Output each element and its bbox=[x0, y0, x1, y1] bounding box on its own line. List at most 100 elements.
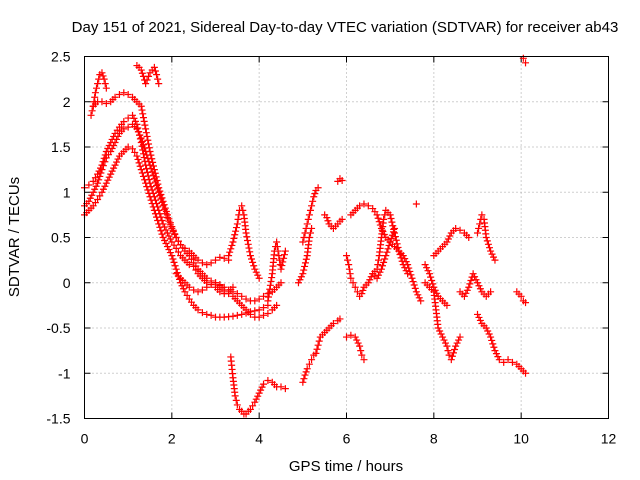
data-point bbox=[143, 183, 151, 191]
data-point bbox=[142, 129, 150, 137]
data-point bbox=[139, 141, 147, 149]
data-point bbox=[111, 138, 119, 146]
series-arc-18 bbox=[343, 331, 368, 364]
x-axis-title: GPS time / hours bbox=[289, 458, 403, 475]
data-point bbox=[207, 311, 215, 319]
data-point bbox=[139, 172, 147, 180]
data-point bbox=[159, 234, 167, 241]
data-point bbox=[98, 166, 106, 174]
data-point bbox=[409, 278, 417, 286]
data-point bbox=[301, 371, 309, 379]
data-point bbox=[487, 288, 495, 296]
y-tick-label: -1 bbox=[58, 365, 71, 381]
data-point bbox=[251, 265, 259, 273]
data-point bbox=[99, 162, 107, 170]
data-point bbox=[101, 80, 109, 88]
data-point bbox=[381, 255, 389, 263]
data-point bbox=[329, 319, 337, 327]
data-point bbox=[299, 378, 307, 386]
data-point bbox=[155, 220, 163, 228]
data-point bbox=[153, 213, 161, 221]
data-point bbox=[452, 224, 460, 232]
data-point bbox=[134, 155, 142, 163]
y-tick-label: 1.5 bbox=[51, 139, 71, 155]
data-point bbox=[124, 91, 132, 99]
y-axis-title: SDTVAR / TECUs bbox=[6, 177, 23, 297]
data-point bbox=[277, 383, 285, 391]
data-point bbox=[336, 315, 344, 323]
data-point bbox=[274, 247, 282, 255]
data-point bbox=[203, 310, 211, 318]
data-point bbox=[232, 227, 240, 235]
data-point bbox=[229, 288, 237, 296]
data-point bbox=[146, 148, 154, 156]
data-point bbox=[431, 286, 439, 294]
data-point bbox=[305, 360, 313, 368]
data-point bbox=[475, 282, 483, 290]
data-point bbox=[266, 281, 274, 289]
data-point bbox=[114, 132, 122, 140]
data-point bbox=[373, 265, 381, 273]
data-point bbox=[136, 162, 144, 170]
data-point bbox=[159, 197, 167, 205]
data-point bbox=[375, 271, 383, 279]
data-point bbox=[155, 184, 163, 192]
data-point bbox=[445, 351, 453, 359]
data-point bbox=[96, 172, 104, 180]
data-point bbox=[346, 270, 354, 278]
data-point bbox=[251, 297, 259, 305]
data-point bbox=[407, 271, 415, 279]
data-point bbox=[474, 310, 481, 318]
data-point bbox=[150, 63, 158, 71]
data-point bbox=[484, 327, 492, 335]
data-point bbox=[404, 270, 412, 278]
data-point bbox=[108, 167, 116, 175]
data-point bbox=[300, 266, 308, 274]
data-point bbox=[114, 155, 122, 163]
data-point bbox=[166, 235, 174, 243]
data-point bbox=[314, 184, 322, 192]
data-point bbox=[395, 247, 403, 255]
data-point bbox=[465, 234, 473, 241]
data-point bbox=[278, 262, 286, 270]
data-point bbox=[238, 310, 246, 318]
data-point bbox=[255, 306, 263, 314]
data-point bbox=[194, 288, 202, 296]
data-point bbox=[234, 215, 242, 223]
y-tick-label: -0.5 bbox=[46, 320, 70, 336]
data-point bbox=[145, 189, 153, 197]
data-point bbox=[107, 148, 115, 156]
data-point bbox=[347, 331, 355, 339]
data-point bbox=[429, 280, 437, 288]
data-point bbox=[169, 226, 177, 234]
data-point bbox=[168, 252, 176, 260]
series-arc-11 bbox=[299, 315, 344, 386]
series-arc-22 bbox=[430, 224, 473, 260]
data-point bbox=[384, 245, 392, 253]
data-point bbox=[351, 333, 359, 341]
data-point bbox=[488, 336, 496, 344]
data-point bbox=[91, 185, 99, 193]
data-point bbox=[216, 288, 224, 296]
data-point bbox=[358, 290, 366, 298]
data-point bbox=[519, 54, 527, 62]
data-point bbox=[373, 211, 381, 219]
data-point bbox=[382, 252, 390, 260]
data-point bbox=[111, 93, 119, 101]
data-point bbox=[113, 135, 121, 143]
data-point bbox=[474, 279, 481, 287]
data-point bbox=[179, 285, 187, 293]
data-point bbox=[260, 380, 268, 388]
data-point bbox=[311, 190, 319, 198]
data-point bbox=[344, 256, 352, 264]
data-point bbox=[227, 245, 235, 253]
data-point bbox=[495, 356, 503, 364]
data-point bbox=[387, 214, 395, 222]
data-point bbox=[97, 169, 105, 177]
data-point bbox=[255, 274, 263, 282]
data-point bbox=[181, 288, 189, 296]
data-point bbox=[380, 215, 388, 223]
data-point bbox=[162, 207, 170, 215]
data-point bbox=[86, 194, 94, 202]
